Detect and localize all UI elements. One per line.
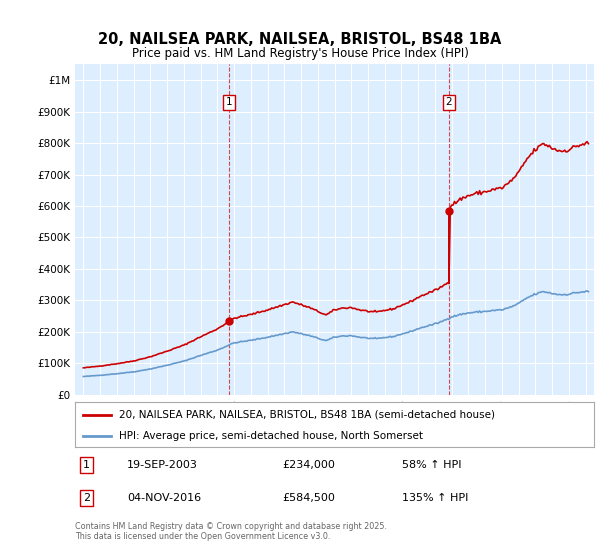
Text: Price paid vs. HM Land Registry's House Price Index (HPI): Price paid vs. HM Land Registry's House …: [131, 47, 469, 60]
Text: 2: 2: [446, 97, 452, 108]
Text: 1: 1: [83, 460, 90, 470]
Text: £234,000: £234,000: [283, 460, 335, 470]
Text: 20, NAILSEA PARK, NAILSEA, BRISTOL, BS48 1BA: 20, NAILSEA PARK, NAILSEA, BRISTOL, BS48…: [98, 32, 502, 48]
Text: 20, NAILSEA PARK, NAILSEA, BRISTOL, BS48 1BA (semi-detached house): 20, NAILSEA PARK, NAILSEA, BRISTOL, BS48…: [119, 409, 495, 419]
Text: 04-NOV-2016: 04-NOV-2016: [127, 493, 201, 503]
Text: Contains HM Land Registry data © Crown copyright and database right 2025.
This d: Contains HM Land Registry data © Crown c…: [75, 522, 387, 542]
Text: £584,500: £584,500: [283, 493, 335, 503]
Text: HPI: Average price, semi-detached house, North Somerset: HPI: Average price, semi-detached house,…: [119, 431, 423, 441]
Text: 58% ↑ HPI: 58% ↑ HPI: [402, 460, 461, 470]
Text: 135% ↑ HPI: 135% ↑ HPI: [402, 493, 469, 503]
Text: 2: 2: [83, 493, 90, 503]
Text: 1: 1: [226, 97, 233, 108]
Text: 19-SEP-2003: 19-SEP-2003: [127, 460, 198, 470]
